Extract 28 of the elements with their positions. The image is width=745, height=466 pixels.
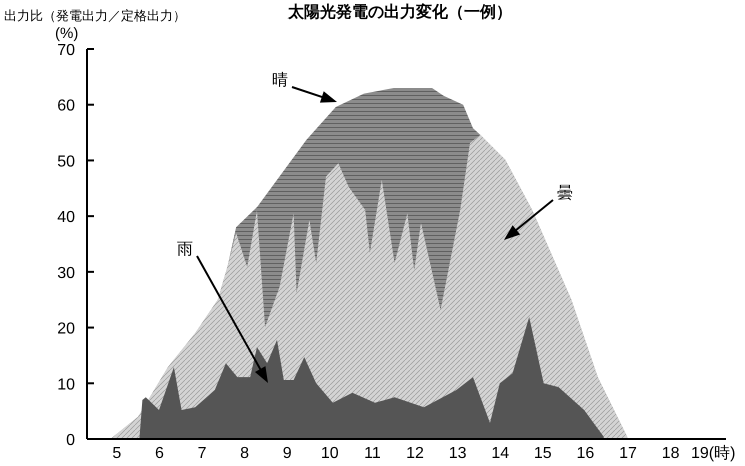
y-tick-label: 20	[57, 320, 76, 338]
x-tick-label: 16	[576, 445, 594, 462]
x-tick-label: 17	[619, 445, 638, 462]
x-tick-label: 12	[406, 445, 424, 462]
x-tick-label: 6	[154, 445, 164, 462]
x-tick-label: 19(時)	[690, 444, 736, 462]
y-tick-label: 0	[66, 432, 76, 449]
x-tick-label: 8	[240, 445, 250, 462]
y-tick-label: 10	[57, 376, 76, 394]
y-axis-title: 出力比（発電出力／定格出力） (%)	[4, 8, 186, 42]
y-tick-label: 70	[57, 42, 76, 59]
x-tick-label: 13	[448, 445, 467, 462]
x-tick-label: 14	[491, 445, 510, 462]
text: 雨	[177, 241, 193, 258]
text: 晴	[272, 71, 288, 89]
x-tick-label: 9	[282, 445, 292, 462]
y-tick-label: 40	[57, 209, 76, 226]
y-tick-label: 60	[57, 98, 76, 115]
y-tick-label: 50	[57, 153, 76, 170]
x-tick-label: 10	[320, 445, 339, 462]
x-tick-label: 5	[112, 445, 122, 462]
y-tick-label: 30	[57, 264, 76, 282]
x-tick-label: 18	[662, 445, 680, 462]
chart-title: 太陽光発電の出力変化（一例）	[287, 2, 512, 21]
x-tick-label: 7	[198, 445, 207, 462]
series-label: 曇	[557, 184, 573, 202]
x-tick-label: 11	[364, 445, 381, 462]
x-tick-label: 15	[534, 445, 552, 462]
